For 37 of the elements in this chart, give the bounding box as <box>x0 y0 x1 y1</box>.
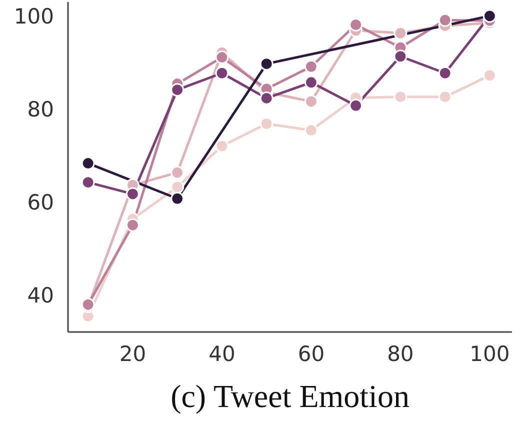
y-tick-label: 100 <box>14 4 54 28</box>
y-tick-label: 40 <box>27 283 54 308</box>
text: (c) Tweet Emotion <box>170 378 410 415</box>
point <box>482 68 496 82</box>
x-tick-label: 20 <box>119 342 146 366</box>
point <box>394 90 408 104</box>
x-tick-label: 60 <box>298 342 325 366</box>
point <box>304 94 318 108</box>
point <box>304 60 318 74</box>
point <box>349 98 363 112</box>
point <box>438 66 452 80</box>
point <box>394 50 408 64</box>
point <box>438 13 452 27</box>
point <box>349 18 363 32</box>
point <box>260 91 274 105</box>
point <box>304 76 318 90</box>
point <box>81 156 95 170</box>
point <box>170 192 184 206</box>
point <box>215 50 229 64</box>
x-tick-label: 40 <box>208 342 236 366</box>
point <box>215 66 229 80</box>
point <box>260 117 274 131</box>
point <box>394 26 408 40</box>
point <box>81 176 95 190</box>
x-tick-label: 80 <box>387 342 414 366</box>
point <box>126 218 140 232</box>
point <box>438 90 452 104</box>
point <box>170 180 184 194</box>
point <box>170 83 184 97</box>
point <box>215 139 229 153</box>
y-tick-label: 80 <box>27 97 54 122</box>
point <box>304 124 318 138</box>
point <box>126 187 140 201</box>
x-tick-label: 100 <box>470 342 510 366</box>
point <box>170 166 184 180</box>
point <box>260 57 274 71</box>
y-tick-label: 60 <box>27 190 54 214</box>
